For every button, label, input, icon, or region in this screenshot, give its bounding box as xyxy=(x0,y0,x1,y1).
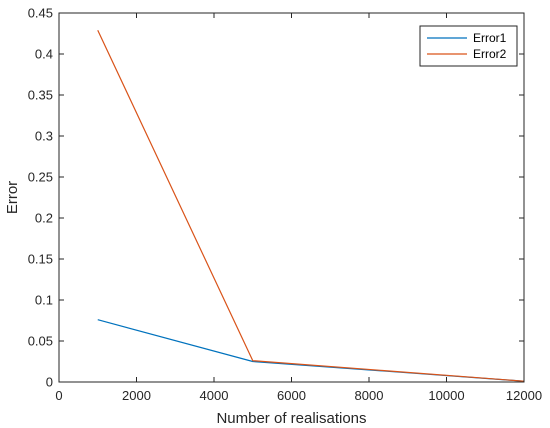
y-axis: 0 0.05 0.1 0.15 0.2 0.25 0.3 0.35 0.4 0.45 xyxy=(28,6,524,390)
x-tick-label: 2000 xyxy=(122,388,151,403)
y-tick-label: 0.3 xyxy=(35,129,53,144)
legend-label-error2: Error2 xyxy=(473,47,507,61)
y-tick-label: 0.4 xyxy=(35,47,53,62)
x-tick-label: 12000 xyxy=(506,388,542,403)
y-tick-label: 0.1 xyxy=(35,293,53,308)
y-tick-label: 0.05 xyxy=(28,334,53,349)
y-tick-label: 0.35 xyxy=(28,88,53,103)
x-tick-label: 0 xyxy=(55,388,62,403)
x-tick-label: 8000 xyxy=(355,388,384,403)
series-layer xyxy=(97,29,525,382)
x-axis: 0 2000 4000 6000 8000 10000 12000 xyxy=(55,13,542,403)
legend-box xyxy=(419,25,518,67)
y-axis-label: Error xyxy=(4,181,21,214)
series-line-error2 xyxy=(97,29,525,382)
legend-label-error1: Error1 xyxy=(473,31,507,45)
x-tick-label: 4000 xyxy=(200,388,229,403)
x-tick-label: 10000 xyxy=(428,388,464,403)
legend: Error1 Error2 xyxy=(419,25,518,67)
y-tick-label: 0.25 xyxy=(28,170,53,185)
y-tick-label: 0.2 xyxy=(35,211,53,226)
y-tick-label: 0.15 xyxy=(28,252,53,267)
y-tick-label: 0.45 xyxy=(28,6,53,21)
plot-area xyxy=(59,13,524,382)
x-tick-label: 6000 xyxy=(277,388,306,403)
y-tick-label: 0 xyxy=(46,375,53,390)
x-axis-label: Number of realisations xyxy=(216,410,366,427)
